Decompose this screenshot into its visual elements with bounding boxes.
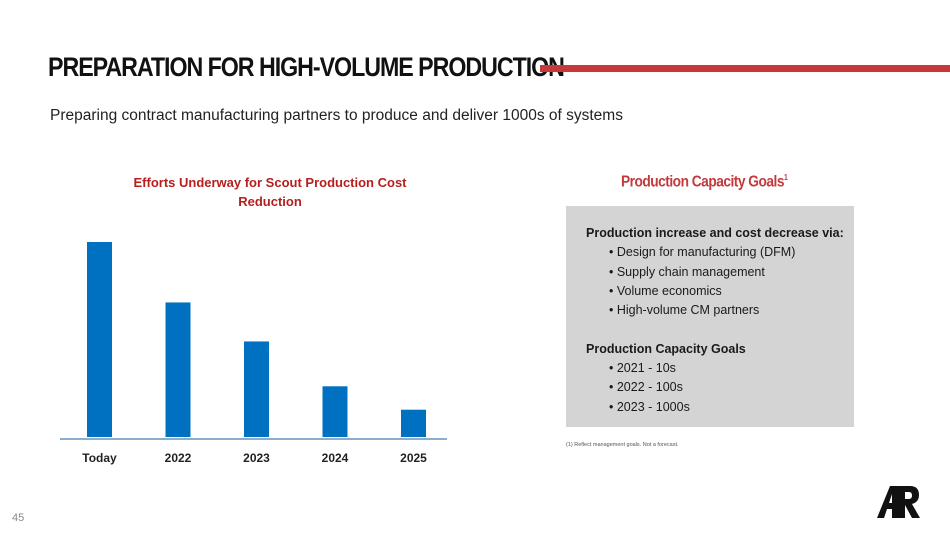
footnote: (1) Reflect management goals. Not a fore… xyxy=(566,442,679,448)
list-item: • 2021 - 10s xyxy=(609,361,676,376)
list-item: • High-volume CM partners xyxy=(609,303,760,318)
bar-today xyxy=(87,242,112,437)
capacity-goals-footnote-marker: 1 xyxy=(783,173,788,182)
page-subtitle: Preparing contract manufacturing partner… xyxy=(50,107,623,124)
capacity-goals-title: Production Capacity Goals1 xyxy=(621,173,788,191)
section-heading-capacity-goals: Production Capacity Goals xyxy=(586,341,746,356)
capacity-goals-box: Production increase and cost decrease vi… xyxy=(566,206,854,427)
x-tick-label-2023: 2023 xyxy=(243,451,270,465)
cost-decrease-list: • Design for manufacturing (DFM) • Suppl… xyxy=(586,243,844,320)
bar-2022 xyxy=(165,302,191,437)
capacity-goals-list: • 2021 - 10s • 2022 - 100s • 2023 - 1000… xyxy=(586,359,844,417)
title-accent-rule xyxy=(540,65,950,72)
section-spacer xyxy=(586,320,844,339)
ar-logo-icon xyxy=(877,486,920,518)
x-tick-label-2024: 2024 xyxy=(322,451,349,465)
list-item: • Design for manufacturing (DFM) xyxy=(609,245,796,260)
chart-title: Efforts Underway for Scout Production Co… xyxy=(110,173,430,211)
list-item: • Supply chain management xyxy=(609,264,765,279)
chart-title-line-2: Reduction xyxy=(238,194,302,209)
x-tick-label-2022: 2022 xyxy=(165,451,192,465)
chart-title-line-1: Efforts Underway for Scout Production Co… xyxy=(133,175,407,190)
list-item: • Volume economics xyxy=(609,283,722,298)
capacity-goals-title-text: Production Capacity Goals xyxy=(621,173,784,191)
list-item: • 2022 - 100s xyxy=(609,380,683,395)
list-item: • 2023 - 1000s xyxy=(609,399,690,414)
x-tick-label-2025: 2025 xyxy=(400,451,427,465)
bar-2025 xyxy=(401,409,426,437)
bar-2024 xyxy=(322,386,348,437)
page-number: 45 xyxy=(12,512,25,524)
bar-2023 xyxy=(244,341,269,437)
x-tick-label-today: Today xyxy=(82,451,117,465)
page-title: PREPARATION FOR HIGH-VOLUME PRODUCTION xyxy=(48,52,565,82)
section-heading-cost-decrease: Production increase and cost decrease vi… xyxy=(586,226,844,240)
